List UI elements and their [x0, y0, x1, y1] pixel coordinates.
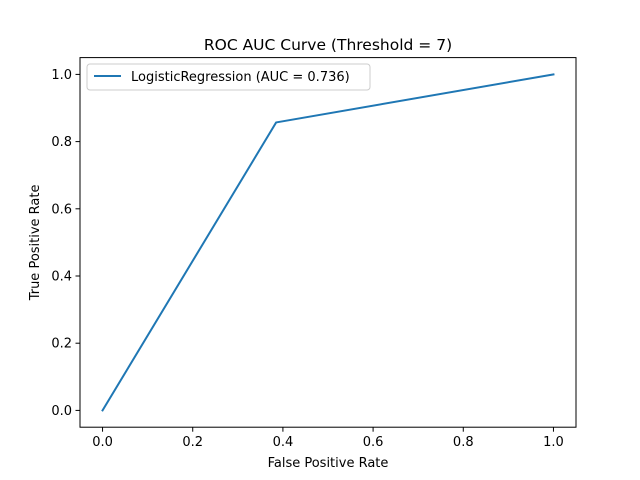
y-tick-label: 0.2 — [51, 337, 72, 352]
y-axis-label: True Positive Rate — [28, 184, 43, 301]
legend-label: LogisticRegression (AUC = 0.736) — [131, 70, 350, 85]
x-tick-label: 0.4 — [273, 435, 294, 450]
x-axis-ticks: 0.0 0.2 0.4 0.6 0.8 1.0 — [92, 427, 564, 450]
series-line — [101, 73, 555, 412]
chart-title: ROC AUC Curve (Threshold = 7) — [204, 36, 452, 54]
y-axis-ticks: 0.0 0.2 0.4 0.6 0.8 1.0 — [51, 68, 80, 419]
legend-box — [86, 63, 371, 91]
y-tick-label: 0.6 — [51, 202, 72, 217]
y-tick-label: 0.8 — [51, 135, 72, 150]
y-tick-label: 0.0 — [51, 404, 72, 419]
x-tick-label: 1.0 — [543, 435, 564, 450]
y-tick-label: 1.0 — [51, 68, 72, 83]
series-layer — [101, 73, 555, 412]
x-tick-label: 0.0 — [92, 435, 113, 450]
x-tick-label: 0.6 — [363, 435, 384, 450]
x-tick-label: 0.8 — [453, 435, 474, 450]
x-axis-label: False Positive Rate — [268, 456, 389, 471]
legend: LogisticRegression (AUC = 0.736) — [86, 63, 371, 91]
plot-area — [79, 57, 577, 428]
x-tick-label: 0.2 — [182, 435, 203, 450]
y-tick-label: 0.4 — [51, 270, 72, 285]
axes-frame — [79, 57, 577, 428]
